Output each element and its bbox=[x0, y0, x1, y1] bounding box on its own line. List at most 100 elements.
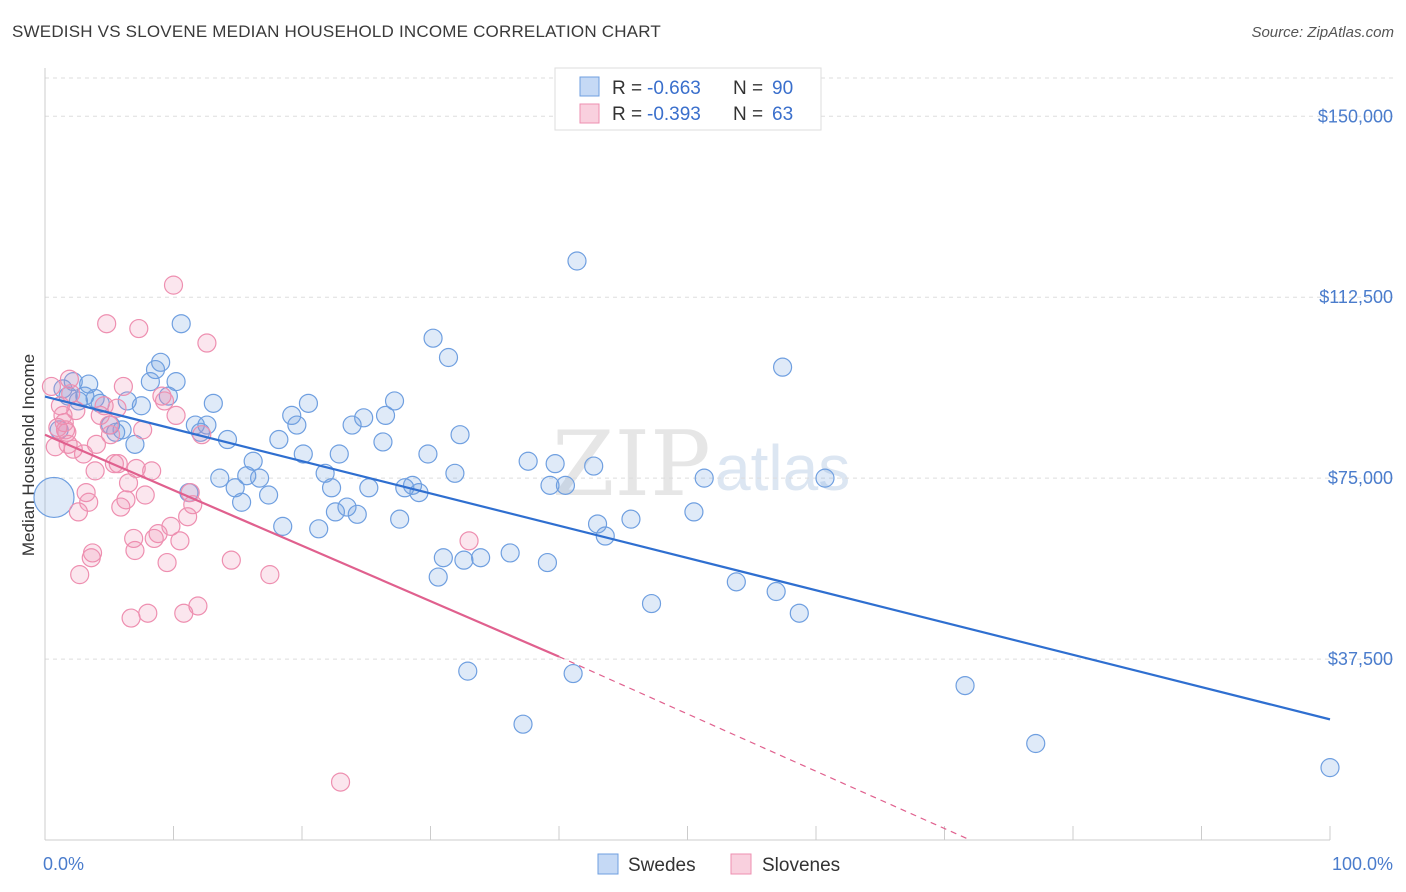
point-slovenes bbox=[85, 461, 105, 481]
point-swedes bbox=[354, 408, 374, 428]
data-points bbox=[33, 251, 1340, 792]
y-tick-label: $75,000 bbox=[1328, 468, 1393, 488]
point-swedes bbox=[140, 372, 160, 392]
point-slovenes bbox=[129, 318, 149, 339]
point-swedes bbox=[513, 714, 533, 734]
point-swedes bbox=[418, 444, 438, 464]
point-slovenes bbox=[170, 531, 190, 551]
axes bbox=[44, 68, 1331, 841]
point-slovenes bbox=[135, 485, 155, 505]
point-slovenes bbox=[459, 531, 479, 551]
point-swedes bbox=[584, 456, 604, 476]
point-slovenes bbox=[61, 384, 81, 404]
legend-swatch-slovenes bbox=[730, 853, 752, 875]
watermark: ZIP atlas bbox=[552, 412, 850, 517]
point-swedes bbox=[117, 391, 137, 411]
point-swedes bbox=[373, 432, 393, 452]
point-swedes bbox=[684, 502, 704, 522]
point-swedes bbox=[458, 661, 478, 681]
watermark-atlas: atlas bbox=[715, 432, 850, 504]
point-swedes bbox=[249, 468, 270, 488]
point-swedes bbox=[766, 581, 786, 602]
point-swedes bbox=[428, 567, 448, 587]
point-slovenes bbox=[113, 376, 133, 397]
point-swedes bbox=[555, 475, 576, 495]
point-swedes bbox=[587, 514, 608, 534]
y-tick-labels: $37,500 $75,000 $112,500 $150,000 bbox=[1318, 106, 1393, 669]
point-swedes bbox=[269, 429, 289, 450]
point-slovenes bbox=[121, 608, 141, 628]
swedes-legend-swatch bbox=[579, 76, 600, 97]
point-swedes bbox=[325, 502, 346, 522]
point-swedes bbox=[450, 425, 470, 445]
point-slovenes bbox=[163, 275, 184, 295]
legend-swatch-swedes bbox=[597, 853, 619, 875]
point-swedes bbox=[955, 675, 975, 696]
slovenes-r-label: R = bbox=[612, 104, 642, 125]
point-swedes bbox=[567, 251, 587, 271]
point-slovenes bbox=[166, 405, 186, 425]
point-swedes bbox=[197, 415, 217, 435]
point-swedes bbox=[641, 593, 662, 614]
trend-extension-slovenes bbox=[558, 656, 971, 841]
point-swedes bbox=[423, 328, 443, 348]
gridlines bbox=[45, 77, 1394, 660]
point-swedes bbox=[258, 485, 279, 505]
point-swedes bbox=[171, 314, 191, 334]
point-slovenes bbox=[41, 376, 62, 397]
chart-source: Source: ZipAtlas.com bbox=[1251, 24, 1394, 41]
point-swedes bbox=[273, 516, 293, 536]
point-swedes bbox=[454, 550, 474, 570]
stats-legend: R = -0.663 N = 90 R = -0.393 N = 63 bbox=[554, 67, 822, 131]
point-swedes bbox=[500, 543, 520, 563]
point-slovenes bbox=[161, 516, 181, 536]
watermark-zip: ZIP bbox=[552, 412, 711, 517]
point-swedes bbox=[151, 352, 171, 372]
legend-label-slovenes: Slovenes bbox=[762, 855, 840, 876]
point-slovenes bbox=[221, 550, 241, 570]
slovenes-n-label: N = bbox=[733, 104, 763, 125]
point-slovenes bbox=[99, 415, 119, 435]
point-swedes bbox=[342, 415, 362, 435]
point-swedes bbox=[772, 357, 793, 377]
point-swedes bbox=[329, 444, 349, 464]
point-slovenes bbox=[178, 507, 198, 527]
point-swedes bbox=[282, 405, 302, 425]
chart-title: SWEDISH VS SLOVENE MEDIAN HOUSEHOLD INCO… bbox=[12, 22, 661, 41]
point-slovenes bbox=[82, 543, 103, 563]
slovenes-n-value: 63 bbox=[772, 104, 793, 125]
point-slovenes bbox=[68, 502, 89, 522]
y-tick-label: $37,500 bbox=[1328, 649, 1393, 669]
point-swedes bbox=[1320, 758, 1340, 778]
point-slovenes bbox=[86, 434, 107, 454]
trend-line-slovenes bbox=[44, 433, 560, 658]
slovenes-r-value: -0.393 bbox=[647, 104, 701, 125]
swedes-r-label: R = bbox=[612, 78, 642, 99]
point-slovenes bbox=[100, 425, 121, 445]
point-swedes bbox=[359, 478, 379, 498]
point-slovenes bbox=[260, 565, 280, 585]
point-swedes bbox=[166, 372, 186, 392]
point-slovenes bbox=[70, 565, 90, 585]
point-swedes bbox=[217, 429, 238, 450]
point-swedes bbox=[309, 519, 329, 539]
point-swedes bbox=[537, 552, 558, 573]
point-slovenes bbox=[59, 369, 80, 389]
trend-lines bbox=[44, 395, 1331, 841]
point-swedes bbox=[112, 420, 132, 440]
point-swedes bbox=[621, 509, 641, 529]
point-slovenes bbox=[157, 552, 177, 573]
point-swedes bbox=[471, 548, 491, 568]
point-swedes bbox=[298, 393, 319, 413]
point-swedes bbox=[347, 504, 367, 524]
point-slovenes bbox=[154, 391, 175, 411]
point-swedes bbox=[1026, 733, 1046, 754]
y-tick-label: $112,500 bbox=[1319, 287, 1393, 307]
point-slovenes bbox=[97, 314, 117, 334]
x-tick-label-end: 100.0% bbox=[1332, 854, 1393, 874]
point-swedes bbox=[563, 663, 583, 684]
point-swedes bbox=[33, 476, 75, 519]
point-swedes bbox=[287, 415, 307, 435]
point-swedes bbox=[518, 451, 538, 471]
